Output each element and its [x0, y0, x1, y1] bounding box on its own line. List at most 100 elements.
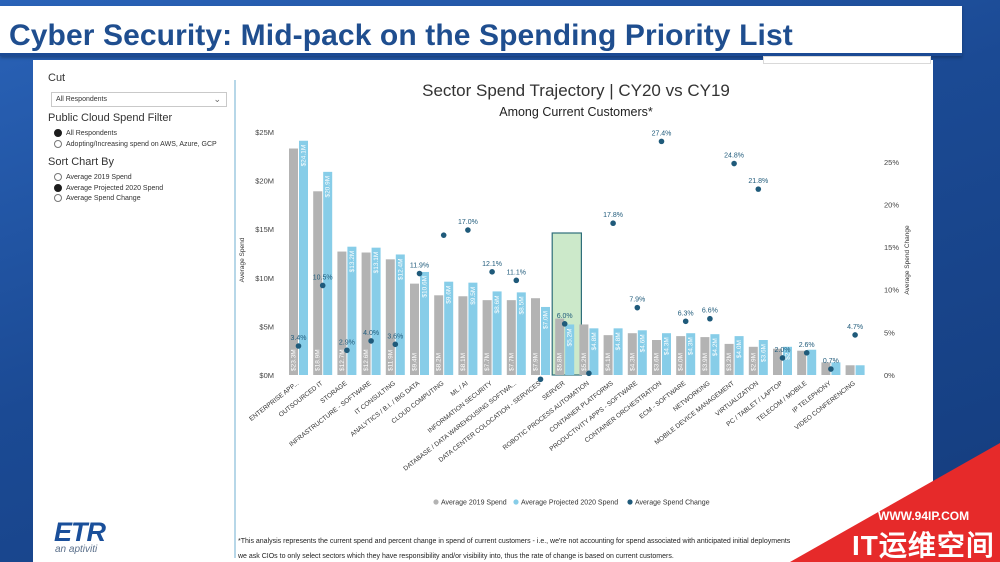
bar-2019-spend: [385, 259, 395, 375]
bar-2019-value-label: $7.7M: [508, 353, 515, 371]
bar-2020-spend: [444, 281, 454, 375]
radio-selected-icon: [54, 129, 62, 137]
chart-subtitle: Among Current Customers*: [499, 105, 653, 119]
bar-2020-spend: [710, 334, 720, 375]
spend-change-label: 4.7%: [847, 324, 863, 331]
sort-option-2020[interactable]: Average Projected 2020 Spend: [54, 184, 163, 192]
legend-marker: [627, 499, 633, 505]
footnote: *This analysis represents the current sp…: [238, 534, 938, 562]
chevron-down-icon: ⌄: [213, 94, 221, 104]
spend-change-point: [634, 304, 641, 311]
bar-2019-spend: [700, 337, 710, 375]
spend-change-label: 21.8%: [748, 178, 768, 185]
legend-label: Average Projected 2020 Spend: [521, 500, 618, 507]
bar-2019-value-label: $4.1M: [605, 353, 612, 371]
cut-dropdown-value: All Respondents: [56, 96, 107, 103]
bar-2019-value-label: $11.9M: [387, 350, 394, 371]
bar-2020-spend: [807, 349, 817, 375]
spend-change-point: [828, 366, 834, 372]
footnote-line-2: we ask CIOs to only select sectors which…: [238, 553, 674, 560]
bar-2019-value-label: $12.6M: [363, 349, 370, 371]
cut-label: Cut: [48, 72, 66, 84]
bar-2019-spend: [434, 295, 444, 375]
bar-2020-spend: [492, 291, 502, 375]
bar-2020-spend: [686, 333, 696, 375]
bar-2020-value-label: $8.6M: [494, 295, 501, 313]
spend-change-point: [440, 232, 447, 238]
spend-change-label: 6.3%: [678, 310, 694, 317]
bar-2020-value-label: $9.6M: [446, 286, 453, 304]
y-tick-label: $15M: [255, 225, 274, 234]
spend-change-label: 24.8%: [724, 153, 744, 160]
bar-2020-value-label: $12.4M: [397, 258, 404, 280]
spend-change-label: 3.4%: [291, 335, 307, 342]
radio-unselected-icon: [54, 140, 62, 148]
spend-change-point: [513, 277, 520, 284]
title-bar: Cyber Security: Mid-pack on the Spending…: [0, 6, 962, 56]
sort-option-2019[interactable]: Average 2019 Spend: [54, 173, 132, 181]
bar-2019-value-label: $23.3M: [291, 349, 298, 371]
spend-change-label: 2.6%: [799, 342, 815, 349]
spend-change-label: 0.7%: [823, 358, 839, 365]
bar-2019-spend: [289, 148, 298, 375]
bar-2020-spend: [371, 247, 381, 375]
sort-option-change[interactable]: Average Spend Change: [54, 194, 141, 202]
x-category-label: ROBOTIC PROCESS AUTOMATION: [502, 380, 591, 452]
bar-2019-value-label: $8.1M: [460, 353, 467, 371]
cut-dropdown[interactable]: All Respondents ⌄: [51, 92, 227, 107]
radio-unselected-icon: [54, 173, 62, 181]
bar-2019-value-label: $4.0M: [678, 353, 685, 371]
bar-2019-spend: [773, 348, 782, 375]
bar-2019-spend: [458, 296, 468, 375]
bar-2019-spend: [361, 252, 371, 375]
cloud-filter-option-adopting[interactable]: Adopting/Increasing spend on AWS, Azure,…: [54, 140, 217, 148]
spend-change-point: [392, 341, 399, 348]
spend-change-point: [731, 160, 737, 167]
bar-2020-spend: [613, 328, 623, 375]
spend-change-label: 2.9%: [339, 339, 355, 346]
bar-2019-value-label: $5.2M: [581, 353, 588, 371]
pane-divider: [234, 80, 236, 558]
spend-change-label: 11.9%: [410, 263, 429, 270]
bar-2020-value-label: $4.0M: [736, 340, 743, 358]
bar-2019-spend: [797, 350, 807, 375]
y-tick-label: $20M: [255, 177, 274, 186]
x-category-label: PRODUCTIVITY APPS - SOFTWARE: [548, 380, 639, 453]
x-category-label: DATABASE / DATA WAREHOUSING SOFTWA...: [402, 380, 518, 473]
bar-2020-value-label: $4.3M: [688, 337, 695, 355]
cloud-filter-option-all[interactable]: All Respondents: [54, 129, 117, 137]
bar-2020-spend: [565, 324, 575, 375]
bar-2020-spend: [395, 254, 405, 375]
spend-change-point: [319, 282, 326, 289]
bar-2019-spend: [506, 300, 516, 375]
bar-2020-spend: [734, 336, 744, 375]
bar-2020-value-label: $4.8M: [615, 332, 622, 350]
bar-2020-value-label: $20.9M: [325, 176, 332, 198]
bar-2020-spend: [323, 171, 333, 375]
bar-2020-value-label: $4.8M: [591, 332, 598, 350]
spend-change-point: [537, 376, 544, 383]
y2-tick-label: 10%: [884, 286, 899, 295]
bar-2020-value-label: $4.3M: [664, 337, 671, 355]
bar-2019-spend: [652, 340, 661, 375]
y-tick-label: $5M: [259, 322, 274, 331]
y2-axis-label: Average Spend Change: [904, 225, 911, 295]
spend-change-point: [561, 321, 568, 327]
spend-change-point: [755, 186, 762, 192]
bar-2019-value-label: $7.7M: [484, 353, 491, 371]
bar-2020-value-label: $10.6M: [422, 276, 429, 298]
bar-2019-spend: [821, 362, 831, 375]
bar-2020-value-label: $4.6M: [639, 334, 646, 352]
bar-2019-spend: [555, 318, 565, 375]
bar-2019-spend: [845, 365, 855, 375]
bar-2019-value-label: $3.9M: [702, 353, 709, 371]
spend-change-point: [489, 269, 495, 275]
y2-tick-label: 20%: [884, 200, 899, 209]
bar-2020-value-label: $2.: [785, 351, 792, 360]
y2-tick-label: 15%: [884, 243, 899, 252]
spend-change-point: [682, 318, 689, 325]
y-tick-label: $0M: [259, 371, 274, 380]
bar-2020-spend: [831, 362, 841, 375]
bar-2020-spend: [468, 282, 478, 375]
bar-2019-value-label: $8.2M: [436, 353, 443, 371]
